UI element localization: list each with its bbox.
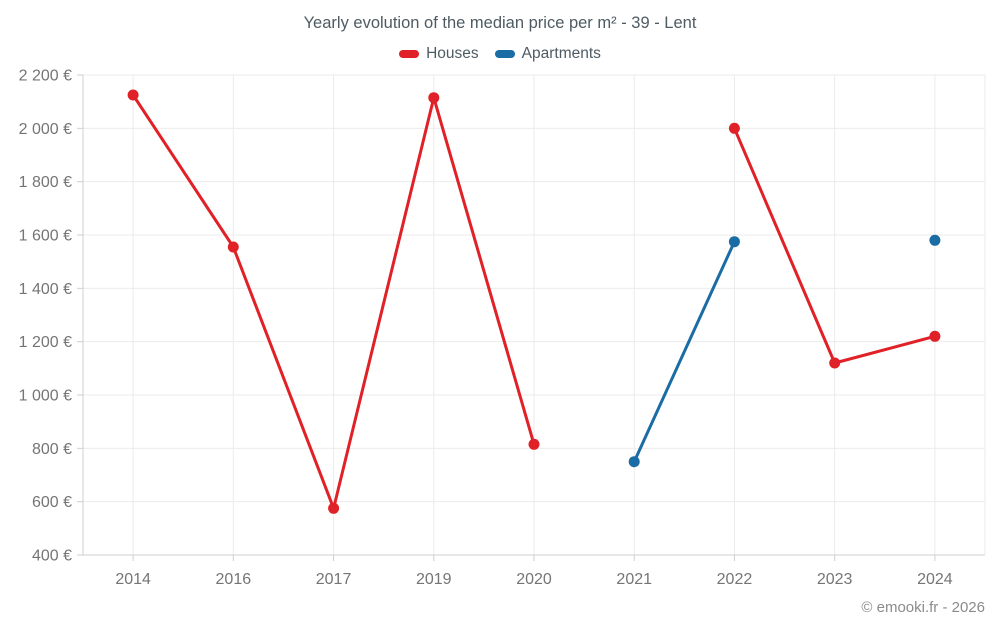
x-axis-label: 2022 — [717, 571, 753, 588]
legend-label-houses: Houses — [426, 45, 479, 62]
data-point-houses-2020[interactable] — [528, 438, 540, 450]
data-point-apartments-2022[interactable] — [728, 236, 740, 248]
y-axis-label: 600 € — [32, 494, 72, 511]
x-axis-label: 2016 — [216, 571, 252, 588]
y-axis-label: 2 000 € — [19, 121, 72, 138]
y-axis-label: 1 800 € — [19, 174, 72, 191]
data-point-apartments-2024[interactable] — [929, 234, 941, 246]
x-axis-label: 2024 — [917, 571, 953, 588]
apartments-series-swatch-icon — [494, 50, 515, 58]
x-axis-label: 2017 — [316, 571, 352, 588]
copyright-footer: © emooki.fr - 2026 — [861, 599, 985, 616]
legend: Houses Apartments — [0, 45, 1000, 63]
data-point-houses-2017[interactable] — [328, 502, 340, 514]
x-axis-label: 2019 — [416, 571, 452, 588]
legend-item-houses[interactable]: Houses — [399, 45, 479, 63]
data-point-apartments-2021[interactable] — [628, 456, 640, 468]
y-axis-label: 2 200 € — [19, 68, 72, 85]
x-axis-label: 2014 — [115, 571, 151, 588]
x-axis-label: 2020 — [516, 571, 552, 588]
y-axis-label: 1 000 € — [19, 388, 72, 405]
houses-series-swatch-icon — [399, 50, 420, 58]
y-axis-label: 400 € — [32, 548, 72, 565]
legend-item-apartments[interactable]: Apartments — [494, 45, 601, 63]
data-point-houses-2023[interactable] — [829, 357, 841, 369]
y-axis-label: 1 600 € — [19, 228, 72, 245]
x-axis-label: 2021 — [616, 571, 652, 588]
legend-label-apartments: Apartments — [521, 45, 601, 62]
y-axis-label: 1 200 € — [19, 334, 72, 351]
chart-title: Yearly evolution of the median price per… — [303, 14, 697, 32]
y-axis-label: 1 400 € — [19, 281, 72, 298]
x-axis-label: 2023 — [817, 571, 853, 588]
data-point-houses-2016[interactable] — [227, 241, 239, 253]
y-axis-label: 800 € — [32, 441, 72, 458]
data-point-houses-2014[interactable] — [127, 89, 139, 101]
series-apartments-line — [634, 240, 935, 461]
data-point-houses-2024[interactable] — [929, 330, 941, 342]
data-point-houses-2022[interactable] — [728, 122, 740, 134]
data-point-houses-2019[interactable] — [428, 92, 440, 104]
